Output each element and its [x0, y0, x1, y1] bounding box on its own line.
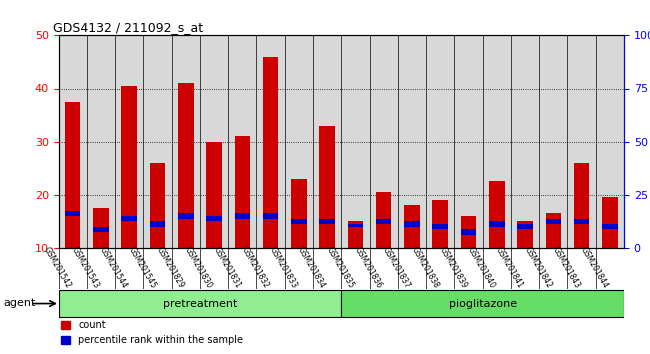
Bar	[263, 213, 278, 218]
Bar	[517, 224, 533, 229]
Bar	[404, 221, 420, 227]
Text: GSM201829: GSM201829	[155, 246, 186, 290]
Bar	[574, 163, 590, 248]
Bar	[511, 35, 540, 248]
Bar	[178, 83, 194, 248]
Bar	[58, 35, 87, 248]
Bar	[235, 136, 250, 248]
Bar	[319, 218, 335, 224]
Text: GDS4132 / 211092_s_at: GDS4132 / 211092_s_at	[53, 21, 203, 34]
FancyBboxPatch shape	[58, 290, 341, 317]
Bar	[574, 218, 590, 224]
Bar	[398, 35, 426, 248]
Bar	[87, 35, 115, 248]
Bar	[341, 35, 369, 248]
Bar	[291, 179, 307, 248]
Bar	[150, 163, 165, 248]
Bar	[93, 208, 109, 248]
Text: GSM201836: GSM201836	[353, 246, 384, 290]
Text: GSM201837: GSM201837	[381, 246, 412, 290]
Bar	[115, 35, 144, 248]
Text: GSM201842: GSM201842	[523, 246, 553, 290]
Bar	[376, 192, 391, 248]
Bar	[319, 126, 335, 248]
Bar	[206, 142, 222, 248]
Text: GSM201831: GSM201831	[211, 246, 242, 290]
Text: GSM201839: GSM201839	[437, 246, 469, 290]
Bar	[93, 227, 109, 232]
Bar	[404, 205, 420, 248]
Text: GSM201833: GSM201833	[268, 246, 299, 290]
Bar	[489, 221, 504, 227]
Text: GSM201838: GSM201838	[410, 246, 440, 290]
Text: GSM201542: GSM201542	[42, 246, 73, 290]
Legend: count, percentile rank within the sample: count, percentile rank within the sample	[57, 316, 247, 349]
Bar	[517, 221, 533, 248]
Bar	[200, 35, 228, 248]
Bar	[602, 198, 617, 248]
Bar	[122, 216, 137, 221]
Bar	[369, 35, 398, 248]
Bar	[291, 218, 307, 224]
Bar	[376, 218, 391, 224]
Bar	[143, 35, 172, 248]
Bar	[178, 213, 194, 218]
Bar	[482, 35, 511, 248]
Bar	[313, 35, 341, 248]
Bar	[150, 221, 165, 227]
Text: GSM201841: GSM201841	[494, 246, 525, 290]
Bar	[540, 35, 567, 248]
Text: GSM201544: GSM201544	[98, 246, 129, 290]
Bar	[489, 181, 504, 248]
Bar	[432, 224, 448, 229]
Text: GSM201832: GSM201832	[240, 246, 270, 290]
Bar	[426, 35, 454, 248]
Text: GSM201545: GSM201545	[127, 246, 157, 290]
Bar	[172, 35, 200, 248]
Bar	[567, 35, 595, 248]
Text: GSM201830: GSM201830	[183, 246, 214, 290]
Bar	[285, 35, 313, 248]
Bar	[256, 35, 285, 248]
Text: GSM201834: GSM201834	[296, 246, 327, 290]
Text: pioglitazone: pioglitazone	[448, 298, 517, 309]
Bar	[348, 221, 363, 248]
Bar	[235, 213, 250, 218]
Bar	[545, 218, 561, 224]
Bar	[263, 57, 278, 248]
Text: agent: agent	[3, 298, 36, 308]
Text: pretreatment: pretreatment	[162, 298, 237, 309]
Text: GSM201543: GSM201543	[70, 246, 101, 290]
Bar	[461, 229, 476, 234]
Bar	[461, 216, 476, 248]
Text: GSM201843: GSM201843	[551, 246, 582, 290]
Text: GSM201835: GSM201835	[324, 246, 356, 290]
Bar	[206, 216, 222, 221]
Text: GSM201844: GSM201844	[579, 246, 610, 290]
Bar	[122, 86, 137, 248]
Bar	[228, 35, 256, 248]
FancyBboxPatch shape	[341, 290, 624, 317]
Bar	[432, 200, 448, 248]
Bar	[348, 224, 363, 227]
Bar	[65, 211, 81, 216]
Bar	[545, 213, 561, 248]
Bar	[596, 35, 624, 248]
Bar	[65, 102, 81, 248]
Bar	[454, 35, 482, 248]
Text: GSM201840: GSM201840	[466, 246, 497, 290]
Bar	[602, 224, 617, 229]
